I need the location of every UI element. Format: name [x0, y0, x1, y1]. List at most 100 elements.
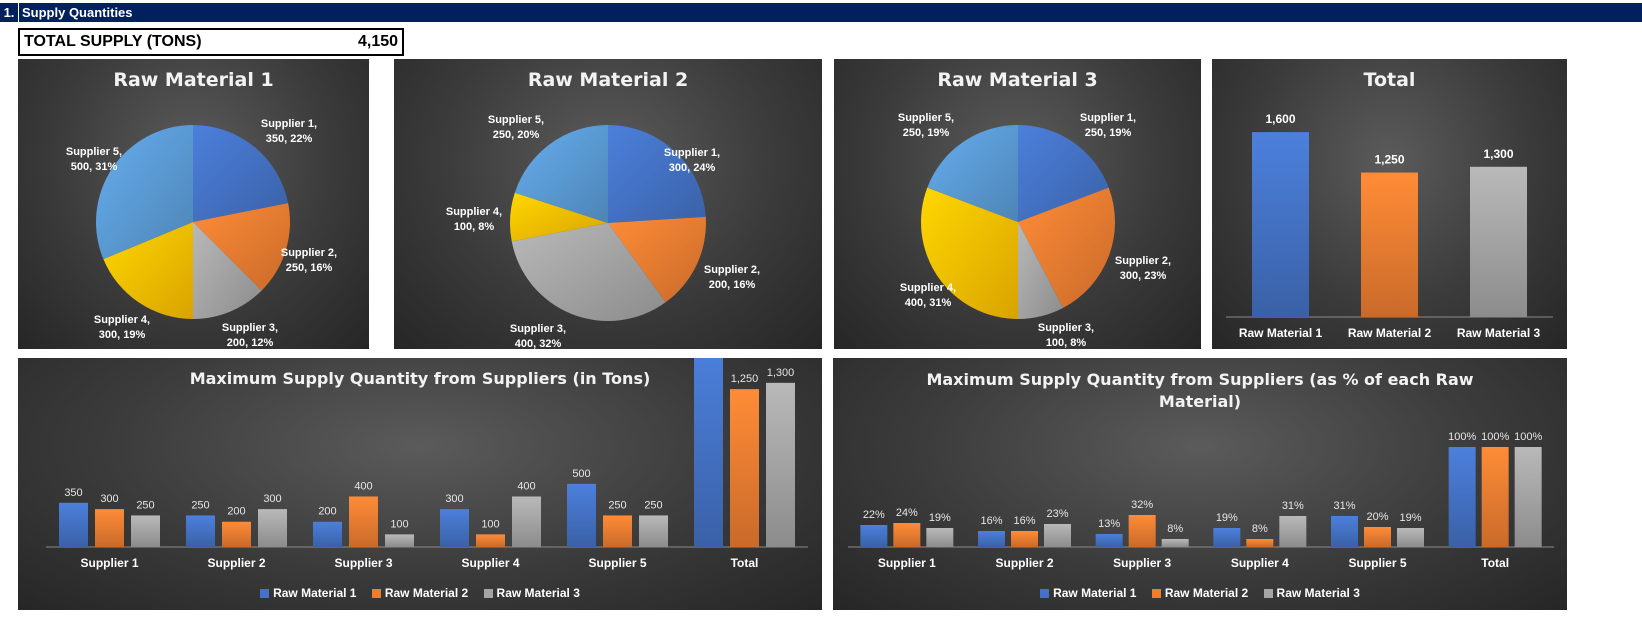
bar: [59, 502, 88, 547]
pie-data-label-line: Supplier 3,: [510, 323, 566, 335]
bar: [258, 509, 287, 547]
pie-slice: [193, 203, 291, 291]
legend-label: Raw Material 3: [496, 586, 580, 600]
pie-data-label-line: Supplier 1,: [1080, 112, 1136, 124]
pie-data-label-line: 250, 20%: [493, 129, 540, 141]
bar: [1246, 539, 1274, 547]
chart-title: Raw Material 2: [527, 69, 689, 91]
bar-value-label: 100: [481, 518, 499, 530]
pie-data-label-line: Supplier 1,: [261, 118, 317, 130]
bar: [1448, 447, 1476, 547]
bar: [1213, 528, 1241, 547]
bar-value-label: 19%: [929, 512, 951, 524]
pie-slice: [193, 222, 262, 319]
pie-data-label: Supplier 5, 250, 19%: [898, 112, 954, 139]
pie-data-label-line: Supplier 3,: [222, 322, 278, 334]
bar: [476, 534, 505, 547]
legend-label: Raw Material 2: [384, 586, 469, 600]
bar-value-label: 31%: [1333, 500, 1355, 512]
x-tick-label: Total: [731, 556, 759, 570]
legend-swatch: [1263, 589, 1273, 598]
pie-slice: [920, 187, 1018, 319]
x-tick-label: Supplier 5: [588, 556, 646, 570]
pie-data-label: Supplier 3, 200, 12%: [222, 322, 278, 349]
legend-swatch: [483, 589, 493, 598]
legend-item: Raw Material 2: [371, 586, 469, 600]
bar-value-label: 250: [191, 499, 209, 511]
pie-data-label-line: Supplier 4,: [446, 206, 502, 218]
pie-slice: [510, 192, 608, 242]
bar-value-label: 400: [354, 480, 372, 492]
pie-data-label-line: Supplier 4,: [900, 282, 956, 294]
pie-data-label-line: 350, 22%: [266, 133, 313, 145]
legend-swatch: [371, 589, 381, 598]
bar-svg: 22% 24% 19% Supplier 1 16% 16% 23% Supplier 2 13…: [848, 431, 1554, 570]
chart-legend: Raw Material 1 Raw Material 2 Raw Materi…: [833, 586, 1567, 600]
bar: [1514, 447, 1542, 547]
bar-value-label: 16%: [980, 515, 1002, 527]
bar-value-label: 300: [263, 493, 281, 505]
bar: [1279, 516, 1307, 547]
total-supply-box: TOTAL SUPPLY (TONS) 4,150: [18, 28, 404, 56]
pie-data-label: Supplier 1, 250, 19%: [1080, 112, 1136, 139]
x-tick-label: Supplier 1: [80, 556, 138, 570]
bar: [440, 509, 469, 547]
chart-raw-material-1: Raw Material 1 Supplier 1, 350, 22% Suppli…: [18, 59, 369, 349]
pie-data-label: Supplier 2, 200, 16%: [704, 264, 760, 291]
pie-slice: [1018, 222, 1064, 320]
bar-value-label: 100%: [1481, 431, 1509, 443]
pie-slice: [1018, 124, 1109, 222]
bar-value-label: 16%: [1013, 515, 1035, 527]
pie-svg: Supplier 1, 350, 22% Supplier 2, 250, 16% Su…: [66, 118, 337, 349]
pie-slice: [1018, 187, 1116, 308]
total-supply-value: 4,150: [358, 33, 399, 50]
chart-max-supply-tons: Maximum Supply Quantity from Suppliers (…: [18, 358, 822, 610]
x-tick-label: Raw Material 2: [1348, 326, 1432, 340]
bar-value-label: 100%: [1514, 431, 1542, 443]
bar-value-label: 24%: [896, 507, 918, 519]
bar: [1252, 132, 1309, 317]
bar-value-label: 22%: [863, 509, 885, 521]
pie-slice: [514, 125, 608, 223]
bar: [1011, 531, 1038, 547]
pie-slice: [608, 125, 706, 223]
chart-max-supply-percent: Maximum Supply Quantity from Suppliers (…: [833, 358, 1567, 610]
pie-data-label: Supplier 3, 400, 32%: [510, 323, 566, 349]
bar-value-label: 100%: [1448, 431, 1476, 443]
chart-title: Total: [1363, 69, 1416, 91]
pie-data-label-line: 300, 24%: [669, 162, 716, 174]
section-number: 1.: [0, 3, 19, 22]
legend-item: Raw Material 1: [260, 586, 356, 600]
pie-data-label-line: Supplier 2,: [1115, 255, 1171, 267]
bar: [603, 515, 632, 547]
x-tick-label: Supplier 5: [1348, 556, 1406, 570]
bar-value-label: 20%: [1366, 511, 1388, 523]
chart-title: Raw Material 1: [113, 69, 274, 91]
pie-data-label: Supplier 2, 250, 16%: [281, 247, 337, 274]
legend-item: Raw Material 3: [483, 586, 580, 600]
bar: [385, 534, 414, 547]
pie-data-label-line: Supplier 2,: [704, 264, 760, 276]
bar-value-label: 8%: [1252, 523, 1268, 535]
legend-item: Raw Material 3: [1263, 586, 1360, 600]
bar-svg: 1,600 Raw Material 1 1,250 Raw Material 2 1,…: [1226, 112, 1553, 340]
bar-value-label: 1,250: [1374, 153, 1404, 167]
bar-value-label: 13%: [1098, 518, 1120, 530]
pie-data-label: Supplier 4, 100, 8%: [446, 206, 502, 233]
pie-data-label-line: 400, 32%: [515, 338, 562, 349]
bar: [131, 515, 160, 547]
pie-data-label-line: Supplier 5,: [898, 112, 954, 124]
bar: [1470, 166, 1527, 317]
pie-slice: [103, 222, 193, 319]
bar: [694, 358, 723, 547]
bar: [1361, 172, 1418, 317]
bar-svg: 350 300 250 Supplier 1 250 200 300 Supplier 2 20…: [46, 358, 808, 570]
bar: [926, 528, 954, 547]
pie-data-label-line: Supplier 3,: [1038, 322, 1094, 334]
bar: [1481, 447, 1509, 547]
bar-value-label: 8%: [1167, 523, 1183, 535]
bar: [860, 525, 888, 547]
bar-value-label: 31%: [1282, 500, 1304, 512]
bar-value-label: 300: [100, 493, 118, 505]
pie-data-label-line: 300, 19%: [99, 329, 146, 341]
